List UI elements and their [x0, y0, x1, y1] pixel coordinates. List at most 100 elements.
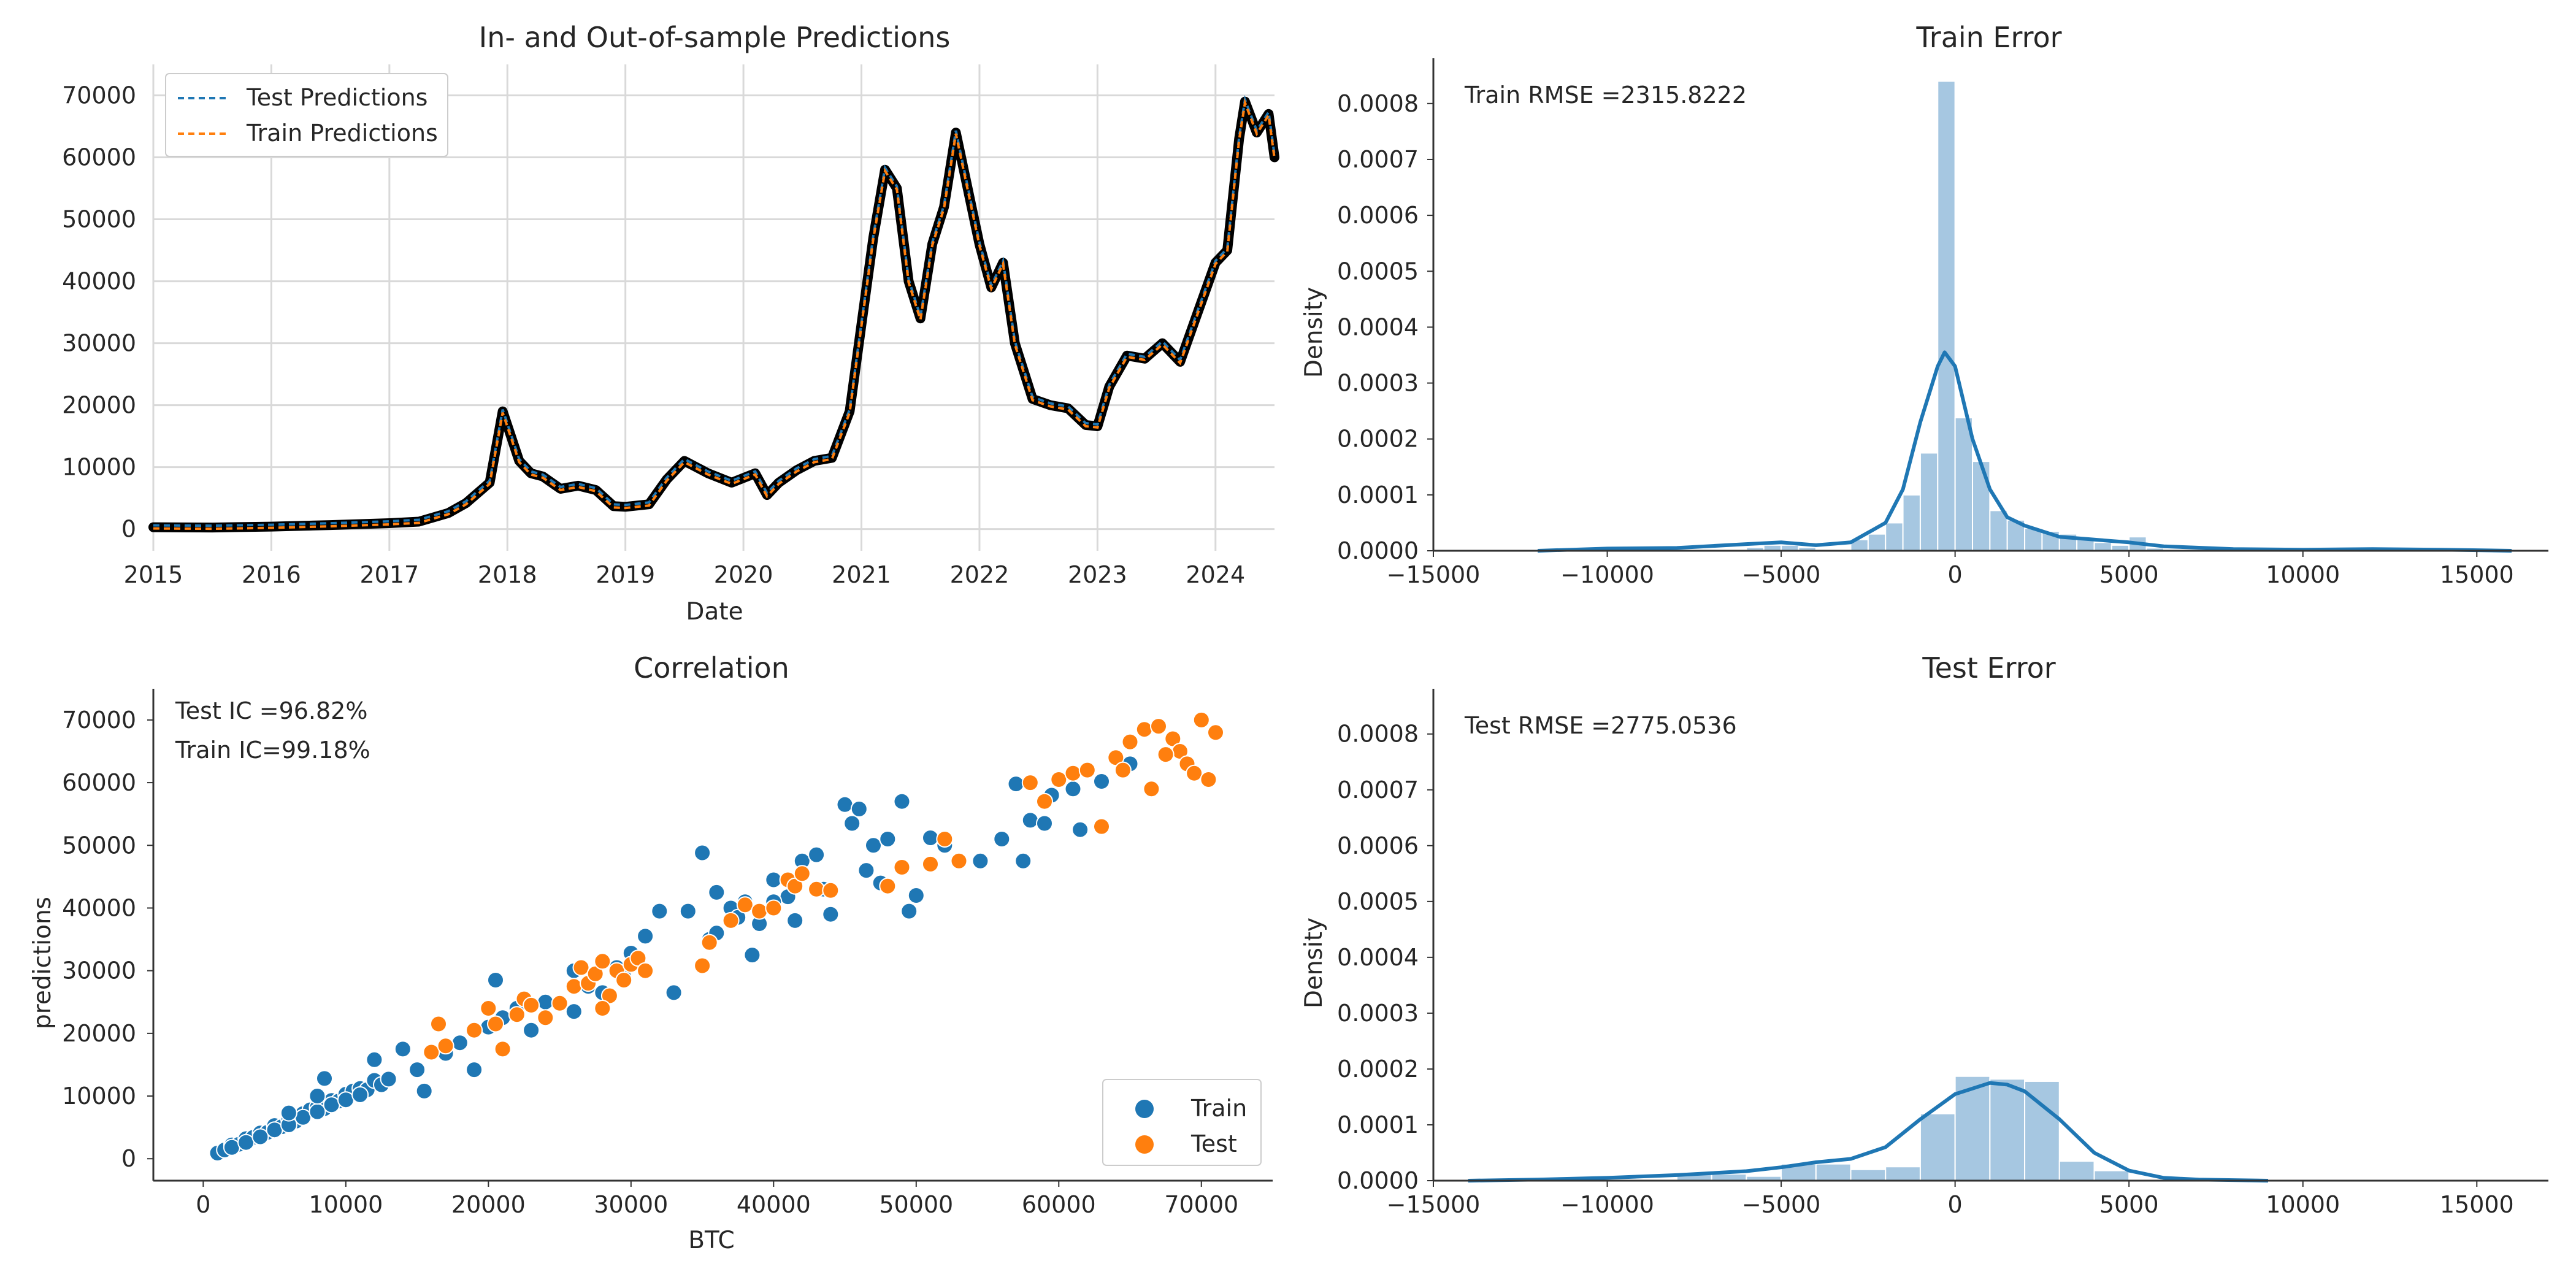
test-rmse-annotation: Test RMSE =2775.0536	[1464, 712, 1737, 739]
test-error-ytick-label: 0.0005	[1337, 888, 1419, 915]
correlation-point-test	[893, 859, 911, 876]
test-error-ytick-label: 0.0001	[1337, 1111, 1419, 1138]
correlation-point-test	[565, 978, 583, 995]
correlation-point-train	[337, 1091, 355, 1109]
correlation-ytick-label: 70000	[62, 707, 136, 734]
correlation-point-train	[380, 1070, 397, 1088]
test-error-ytick-label: 0.0004	[1337, 944, 1419, 971]
timeseries-xtick-label: 2016	[242, 561, 301, 588]
correlation-xtick-label: 30000	[594, 1191, 668, 1218]
correlation-point-test	[423, 1043, 440, 1061]
correlation-point-test	[466, 1021, 483, 1039]
train-error-ytick-label: 0.0006	[1337, 202, 1419, 229]
correlation-point-train	[1007, 775, 1025, 793]
legend-train-marker	[1135, 1100, 1154, 1118]
correlation-point-test	[736, 896, 754, 914]
train-error-histogram-bar	[1885, 522, 1904, 552]
train-error-ytick-label: 0.0005	[1337, 258, 1419, 285]
train-error-ytick-label: 0.0008	[1337, 90, 1419, 117]
correlation-xlabel: BTC	[688, 1227, 735, 1254]
correlation-point-train	[637, 927, 654, 945]
timeseries-xtick-label: 2021	[832, 561, 891, 588]
correlation-point-test	[487, 1015, 504, 1033]
correlation-point-test	[594, 953, 611, 970]
correlation-point-train	[865, 837, 882, 854]
correlation-point-train	[694, 844, 711, 862]
correlation-point-test	[1186, 764, 1203, 782]
correlation-xtick-label: 70000	[1164, 1191, 1238, 1218]
correlation-point-test	[508, 1006, 526, 1024]
legend-train-label: Train	[1190, 1095, 1247, 1122]
timeseries-xtick-label: 2022	[950, 561, 1010, 588]
legend-test-predictions-label: Test Predictions	[246, 84, 427, 111]
correlation-ticks: 0 10000 20000 30000 40000 50000 60000 70000 0 100…	[62, 689, 1273, 1218]
correlation-xtick-label: 60000	[1022, 1191, 1096, 1218]
train-error-histogram-bar	[1972, 461, 1991, 552]
correlation-point-test	[615, 972, 633, 989]
train-error-xtick-label: −5000	[1742, 561, 1821, 588]
correlation-xtick-label: 20000	[451, 1191, 526, 1218]
correlation-point-test	[1192, 711, 1210, 729]
timeseries-ytick-label: 20000	[62, 392, 136, 419]
correlation-point-test	[637, 962, 654, 979]
correlation-point-train	[280, 1104, 297, 1122]
test-error-xtick-label: 5000	[2099, 1191, 2159, 1218]
correlation-point-test	[822, 881, 840, 899]
correlation-point-test	[494, 1040, 512, 1058]
train-error-xtick-label: 10000	[2266, 561, 2340, 588]
correlation-title: Correlation	[634, 651, 789, 684]
timeseries-series-btc	[148, 96, 1279, 533]
correlation-point-test	[1021, 774, 1039, 792]
correlation-point-train	[251, 1128, 269, 1146]
test-error-histogram-bar	[1815, 1163, 1852, 1182]
correlation-point-train	[1071, 821, 1089, 838]
correlation-point-train	[743, 946, 761, 964]
train-error-title: Train Error	[1915, 21, 2061, 54]
correlation-point-test	[922, 855, 939, 873]
correlation-point-test	[765, 899, 783, 917]
train-error-histogram-bar	[1919, 452, 1939, 552]
train-error-ytick-label: 0.0004	[1337, 313, 1419, 340]
correlation-point-test	[1064, 764, 1082, 782]
correlation-point-test	[950, 852, 968, 870]
legend-train-predictions-label: Train Predictions	[246, 120, 438, 147]
correlation-point-test	[537, 1009, 554, 1027]
correlation-point-train	[900, 902, 918, 920]
correlation-point-test	[1036, 792, 1053, 810]
test-error-ytick-label: 0.0008	[1337, 721, 1419, 748]
timeseries-xtick-label: 2023	[1068, 561, 1127, 588]
correlation-panel: Correlation BTC predictions Test IC =96.…	[29, 651, 1273, 1254]
timeseries-ytick-label: 70000	[62, 82, 136, 109]
correlation-point-test	[480, 1000, 497, 1017]
train-error-xtick-label: −10000	[1560, 561, 1654, 588]
correlation-point-test	[700, 933, 718, 951]
train-error-ticks: −15000 −10000 −5000 0 5000 10000 15000 0.0000 0.…	[1337, 58, 2548, 588]
test-error-ylabel: Density	[1300, 918, 1328, 1008]
correlation-xtick-label: 0	[196, 1191, 210, 1218]
correlation-point-train	[309, 1087, 326, 1105]
correlation-point-test	[437, 1037, 454, 1055]
correlation-point-train	[565, 1003, 583, 1021]
correlation-point-test	[1114, 761, 1132, 779]
correlation-point-train	[822, 905, 840, 923]
correlation-point-train	[972, 852, 989, 870]
timeseries-xtick-label: 2017	[359, 561, 419, 588]
test-error-xtick-label: −10000	[1560, 1191, 1654, 1218]
test-error-histogram-bar	[1919, 1113, 1956, 1182]
train-error-kde	[1538, 350, 2512, 553]
correlation-ylabel: predictions	[29, 897, 56, 1029]
correlation-ytick-label: 10000	[62, 1083, 136, 1110]
correlation-ytick-label: 0	[121, 1145, 136, 1172]
test-error-kde	[1468, 1081, 2269, 1183]
correlation-legend: Train Test	[1102, 1079, 1262, 1166]
correlation-point-train	[786, 911, 804, 929]
timeseries-ytick-label: 0	[121, 516, 136, 543]
test-error-histogram-bar	[1711, 1173, 1747, 1181]
timeseries-series-test-predictions	[153, 94, 1276, 527]
correlation-point-test	[572, 959, 590, 976]
timeseries-xtick-label: 2018	[478, 561, 537, 588]
correlation-point-train	[879, 830, 897, 848]
correlation-point-test	[523, 996, 540, 1014]
correlation-point-train	[408, 1061, 426, 1079]
timeseries-legend-box	[165, 73, 448, 157]
